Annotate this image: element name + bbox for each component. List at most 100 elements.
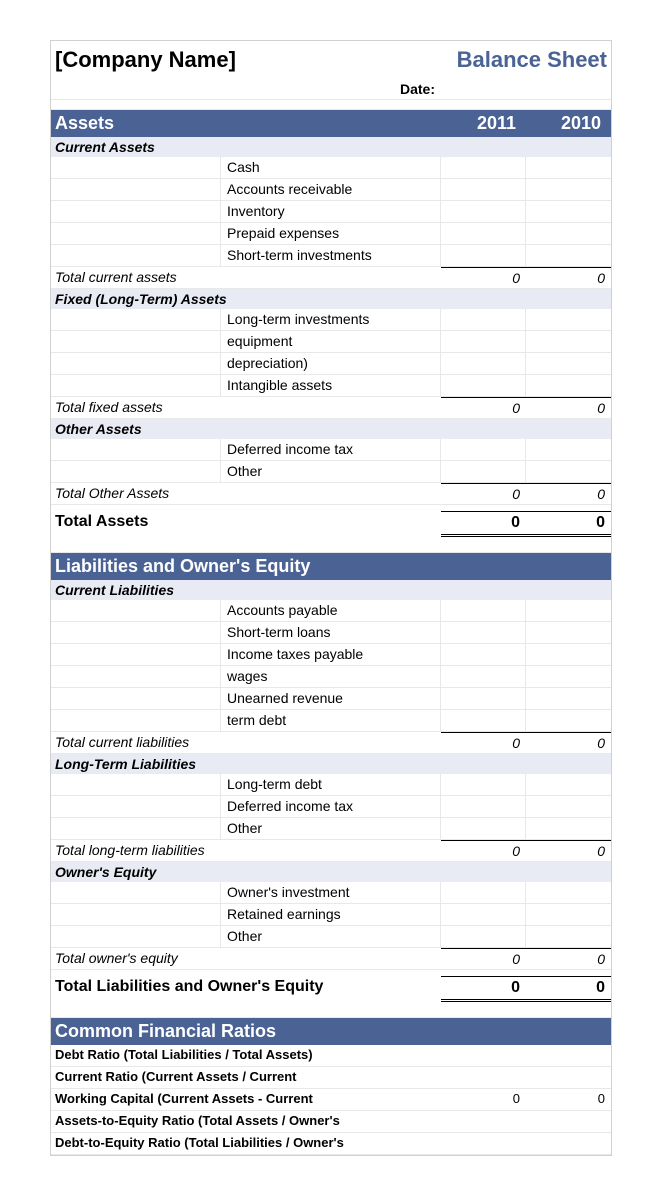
subtotal-label: Total current liabilities xyxy=(51,732,441,753)
subtotal-other-assets: Total Other Assets 0 0 xyxy=(51,483,611,505)
item-label: Other xyxy=(221,461,441,482)
table-row: Other xyxy=(51,926,611,948)
company-name: [Company Name] xyxy=(55,47,457,73)
item-label: Other xyxy=(221,926,441,947)
table-row: Short-term loans xyxy=(51,622,611,644)
subtotal-label: Total fixed assets xyxy=(51,397,441,418)
ratio-label: Debt-to-Equity Ratio (Total Liabilities … xyxy=(51,1133,441,1154)
ratio-y2: 0 xyxy=(526,1089,611,1110)
table-row: term debt xyxy=(51,710,611,732)
table-row: Accounts payable xyxy=(51,600,611,622)
item-label: Retained earnings xyxy=(221,904,441,925)
total-assets: Total Assets 0 0 xyxy=(51,505,611,543)
item-label: Accounts receivable xyxy=(221,179,441,200)
item-label: Owner's investment xyxy=(221,882,441,903)
section-ratios: Common Financial Ratios xyxy=(51,1018,611,1045)
item-label: Prepaid expenses xyxy=(221,223,441,244)
subtotal-y2: 0 xyxy=(526,483,611,504)
subtotal-label: Total current assets xyxy=(51,267,441,288)
subhead-fixed-assets: Fixed (Long-Term) Assets xyxy=(51,289,611,309)
table-row: Unearned revenue xyxy=(51,688,611,710)
subtotal-y1: 0 xyxy=(441,397,526,418)
subtotal-y1: 0 xyxy=(441,948,526,969)
ratio-row: Working Capital (Current Assets - Curren… xyxy=(51,1089,611,1111)
item-label: equipment xyxy=(221,331,441,352)
subtotal-y2: 0 xyxy=(526,732,611,753)
table-row: wages xyxy=(51,666,611,688)
balance-sheet: [Company Name] Balance Sheet Date: Asset… xyxy=(50,40,612,1156)
subtotal-y1: 0 xyxy=(441,483,526,504)
ratio-label: Debt Ratio (Total Liabilities / Total As… xyxy=(51,1045,441,1066)
subhead-current-assets: Current Assets xyxy=(51,137,611,157)
subtotal-y1: 0 xyxy=(441,267,526,288)
ratio-row: Current Ratio (Current Assets / Current xyxy=(51,1067,611,1089)
ratio-y1 xyxy=(441,1133,526,1154)
section-title: Common Financial Ratios xyxy=(55,1021,607,1042)
subtotal-current-assets: Total current assets 0 0 xyxy=(51,267,611,289)
table-row: Long-term investments xyxy=(51,309,611,331)
item-label: Deferred income tax xyxy=(221,796,441,817)
table-row: Intangible assets xyxy=(51,375,611,397)
ratio-y2 xyxy=(526,1111,611,1132)
table-row: Accounts receivable xyxy=(51,179,611,201)
grand-y1: 0 xyxy=(441,976,526,1002)
item-label: Cash xyxy=(221,157,441,178)
item-label: depreciation) xyxy=(221,353,441,374)
ratio-label: Working Capital (Current Assets - Curren… xyxy=(51,1089,441,1110)
item-label: wages xyxy=(221,666,441,687)
item-label: Inventory xyxy=(221,201,441,222)
grand-label: Total Assets xyxy=(51,511,441,537)
item-label: Short-term investments xyxy=(221,245,441,266)
ratio-y1 xyxy=(441,1045,526,1066)
table-row: equipment xyxy=(51,331,611,353)
table-row: Inventory xyxy=(51,201,611,223)
subtotal-y2: 0 xyxy=(526,948,611,969)
item-label: term debt xyxy=(221,710,441,731)
grand-y2: 0 xyxy=(526,976,611,1002)
subhead-current-liab: Current Liabilities xyxy=(51,580,611,600)
item-label: Deferred income tax xyxy=(221,439,441,460)
item-label: Intangible assets xyxy=(221,375,441,396)
table-row: Deferred income tax xyxy=(51,796,611,818)
table-row: Retained earnings xyxy=(51,904,611,926)
table-row: Other xyxy=(51,818,611,840)
grand-label: Total Liabilities and Owner's Equity xyxy=(51,976,441,1002)
section-assets: Assets 2011 2010 xyxy=(51,110,611,137)
subtotal-current-liab: Total current liabilities 0 0 xyxy=(51,732,611,754)
ratio-row: Debt Ratio (Total Liabilities / Total As… xyxy=(51,1045,611,1067)
table-row: Long-term debt xyxy=(51,774,611,796)
section-liabilities: Liabilities and Owner's Equity xyxy=(51,553,611,580)
item-label: Unearned revenue xyxy=(221,688,441,709)
subtotal-equity: Total owner's equity 0 0 xyxy=(51,948,611,970)
subtotal-label: Total long-term liabilities xyxy=(51,840,441,861)
subtotal-y1: 0 xyxy=(441,732,526,753)
table-row: Short-term investments xyxy=(51,245,611,267)
ratio-y1 xyxy=(441,1067,526,1088)
ratio-label: Assets-to-Equity Ratio (Total Assets / O… xyxy=(51,1111,441,1132)
ratio-y1: 0 xyxy=(441,1089,526,1110)
subtotal-y1: 0 xyxy=(441,840,526,861)
table-row: Deferred income tax xyxy=(51,439,611,461)
subtotal-y2: 0 xyxy=(526,840,611,861)
ratio-row: Assets-to-Equity Ratio (Total Assets / O… xyxy=(51,1111,611,1133)
section-title: Liabilities and Owner's Equity xyxy=(55,556,607,577)
ratio-y1 xyxy=(441,1111,526,1132)
subhead-long-liab: Long-Term Liabilities xyxy=(51,754,611,774)
subtotal-y2: 0 xyxy=(526,397,611,418)
ratio-y2 xyxy=(526,1045,611,1066)
spacer xyxy=(51,1008,611,1018)
table-row: Prepaid expenses xyxy=(51,223,611,245)
ratio-label: Current Ratio (Current Assets / Current xyxy=(51,1067,441,1088)
ratio-y2 xyxy=(526,1133,611,1154)
table-row: Owner's investment xyxy=(51,882,611,904)
date-value xyxy=(441,79,611,99)
table-row: Cash xyxy=(51,157,611,179)
sheet-title: Balance Sheet xyxy=(457,47,607,73)
subtotal-label: Total owner's equity xyxy=(51,948,441,969)
table-row: Income taxes payable xyxy=(51,644,611,666)
header: [Company Name] Balance Sheet xyxy=(51,41,611,79)
spacer xyxy=(51,100,611,110)
year-1: 2011 xyxy=(437,113,522,134)
subtotal-fixed-assets: Total fixed assets 0 0 xyxy=(51,397,611,419)
subtotal-long-liab: Total long-term liabilities 0 0 xyxy=(51,840,611,862)
